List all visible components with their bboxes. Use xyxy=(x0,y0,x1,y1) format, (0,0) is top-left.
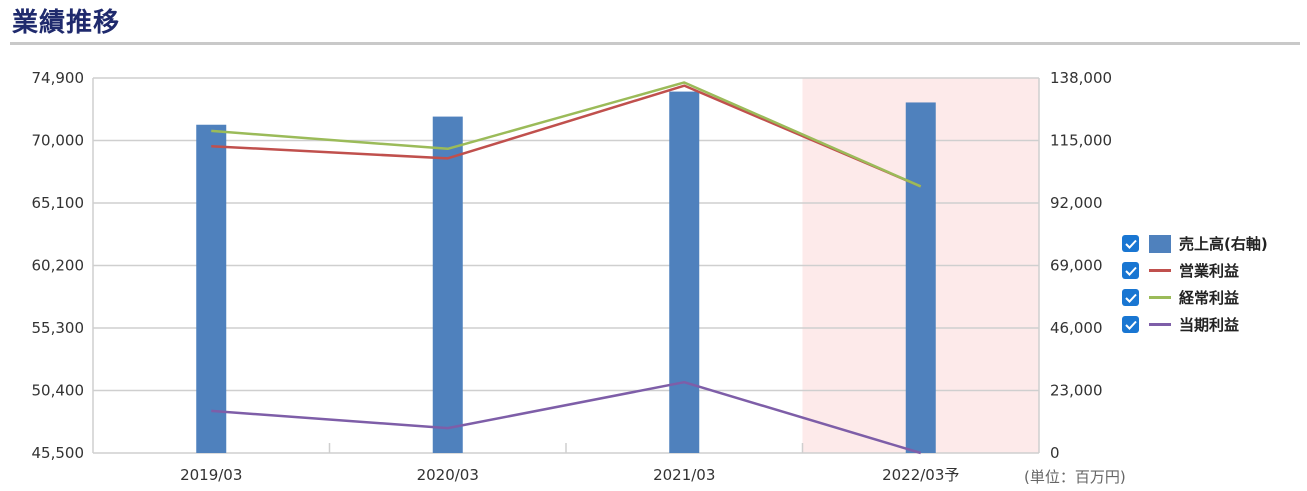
y-right-tick-label: 0 xyxy=(1050,444,1060,462)
y-left-tick-label: 70,000 xyxy=(32,132,85,150)
ordinary-profit-line xyxy=(211,81,922,188)
legend-label-net-profit: 当期利益 xyxy=(1179,316,1240,334)
operating-profit-line xyxy=(211,84,922,188)
y-right-tick-label: 138,000 xyxy=(1050,69,1112,87)
sales-bar xyxy=(669,91,700,453)
legend-swatch-sales xyxy=(1149,234,1171,253)
unit-label: (単位：百万円) xyxy=(1024,468,1126,486)
y-left-tick-label: 60,200 xyxy=(32,257,85,275)
y-right-tick-label: 23,000 xyxy=(1050,382,1103,400)
legend-swatch-ordinary-profit xyxy=(1149,296,1171,299)
x-tick-label: 2019/03 xyxy=(180,466,242,484)
x-tick-label: 2021/03 xyxy=(653,466,715,484)
sales-bar xyxy=(432,116,463,453)
y-left-tick-label: 45,500 xyxy=(32,444,85,462)
chart-legend: 売上高(右軸) 営業利益 経常利益 当期利益 xyxy=(1122,230,1268,338)
sales-bar xyxy=(905,102,936,454)
legend-item-operating-profit[interactable]: 営業利益 xyxy=(1122,257,1268,284)
x-tick-label: 2022/03予 xyxy=(882,466,959,484)
legend-swatch-operating-profit xyxy=(1149,269,1171,272)
x-tick-label: 2020/03 xyxy=(417,466,479,484)
legend-label-operating-profit: 営業利益 xyxy=(1179,262,1240,280)
y-right-tick-label: 46,000 xyxy=(1050,319,1103,337)
y-left-tick-label: 65,100 xyxy=(32,194,85,212)
legend-item-ordinary-profit[interactable]: 経常利益 xyxy=(1122,284,1268,311)
page-title: 業績推移 xyxy=(12,8,121,38)
checkbox-checked-icon[interactable] xyxy=(1122,289,1139,306)
legend-label-ordinary-profit: 経常利益 xyxy=(1179,289,1240,307)
net-profit-line xyxy=(211,380,922,455)
y-left-tick-label: 50,400 xyxy=(32,382,85,400)
legend-item-sales[interactable]: 売上高(右軸) xyxy=(1122,230,1268,257)
y-left-tick-label: 74,900 xyxy=(32,69,85,87)
legend-item-net-profit[interactable]: 当期利益 xyxy=(1122,311,1268,338)
checkbox-checked-icon[interactable] xyxy=(1122,262,1139,279)
y-right-tick-label: 115,000 xyxy=(1050,132,1112,150)
y-left-tick-label: 55,300 xyxy=(32,319,85,337)
legend-swatch-net-profit xyxy=(1149,323,1171,326)
title-divider xyxy=(10,42,1300,45)
y-right-tick-label: 69,000 xyxy=(1050,257,1103,275)
legend-label-sales: 売上高(右軸) xyxy=(1179,235,1268,253)
checkbox-checked-icon[interactable] xyxy=(1122,235,1139,252)
y-right-tick-label: 92,000 xyxy=(1050,194,1103,212)
checkbox-checked-icon[interactable] xyxy=(1122,316,1139,333)
sales-bar xyxy=(196,124,227,453)
